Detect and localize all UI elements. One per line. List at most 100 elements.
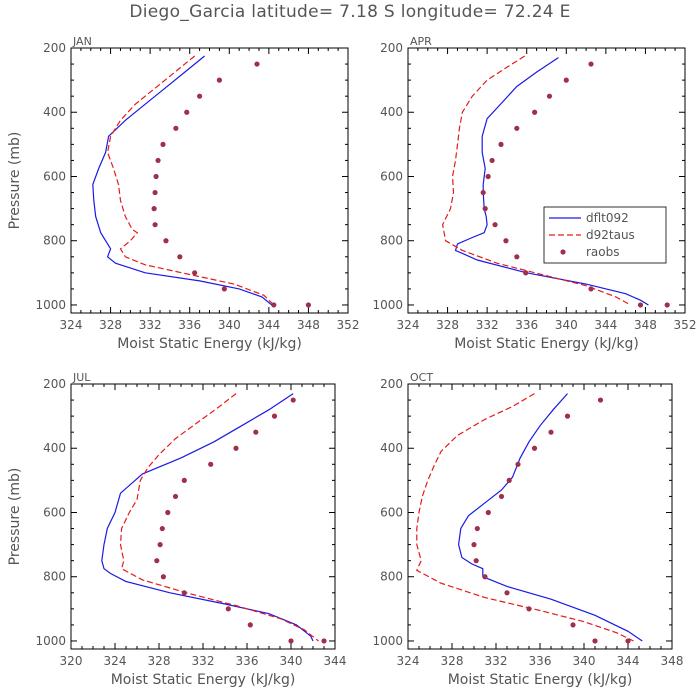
x-axis-label: Moist Static Energy (kJ/kg) — [117, 336, 302, 352]
series-raobs — [154, 397, 327, 644]
raobs-point — [152, 222, 158, 228]
x-tick-label: 344 — [324, 654, 347, 668]
raobs-point — [492, 222, 498, 228]
raobs-point — [290, 397, 296, 403]
raobs-point — [155, 157, 161, 164]
x-tick-label: 344 — [617, 654, 640, 668]
series-dflt092-line — [92, 55, 273, 306]
raobs-point — [160, 141, 166, 147]
raobs-point — [514, 125, 520, 131]
raobs-point — [523, 270, 529, 276]
series-dflt092-line — [457, 393, 643, 642]
y-tick-label: 600 — [380, 505, 403, 519]
panel-title: JAN — [72, 35, 92, 48]
series-d92taus-line — [441, 55, 631, 306]
plot-data — [101, 393, 327, 644]
x-tick-label: 328 — [436, 318, 459, 332]
series-d92taus-line — [106, 55, 275, 306]
raobs-point — [208, 461, 214, 467]
raobs-point — [216, 77, 222, 83]
raobs-point — [221, 286, 227, 292]
x-tick-label: 336 — [529, 654, 552, 668]
raobs-point — [253, 429, 259, 435]
raobs-point — [184, 109, 190, 115]
y-tick-label: 1000 — [372, 634, 403, 648]
raobs-point — [197, 93, 203, 99]
raobs-point — [514, 254, 520, 260]
x-axis-label: Moist Static Energy (kJ/kg) — [454, 336, 639, 352]
x-tick-label: 332 — [476, 318, 499, 332]
raobs-point — [637, 302, 644, 308]
y-tick-label: 400 — [43, 105, 66, 119]
raobs-point — [181, 590, 187, 596]
x-tick-label: 348 — [661, 654, 684, 668]
panel-jan: 324 328 332 336 340 344 348 352 200 400 600 800 1000… — [7, 35, 359, 352]
x-tick-label: 328 — [99, 318, 122, 332]
raobs-point — [474, 525, 480, 532]
figure-title: Diego_Garcia latitude= 7.18 S longitude=… — [129, 2, 571, 22]
y-tick-label: 200 — [43, 377, 66, 391]
y-tick-label: 600 — [43, 505, 66, 519]
raobs-point — [225, 606, 231, 612]
plot-frame — [407, 383, 673, 650]
plot-frame — [70, 383, 336, 650]
raobs-point — [271, 302, 277, 308]
plot-data — [416, 393, 643, 644]
raobs-point — [181, 477, 187, 483]
raobs-point — [515, 461, 521, 467]
raobs-point — [480, 189, 486, 196]
raobs-point — [151, 206, 157, 212]
x-tick-label: 344 — [594, 318, 617, 332]
raobs-point — [192, 270, 198, 276]
series-d92taus-line — [416, 393, 634, 642]
raobs-point — [563, 77, 569, 83]
x-tick-label: 320 — [60, 654, 83, 668]
x-tick-label: 324 — [104, 654, 127, 668]
panel-title: APR — [410, 35, 432, 48]
legend-marker-raobs — [560, 249, 566, 255]
y-tick-label: 400 — [43, 441, 66, 455]
raobs-point — [173, 125, 179, 131]
y-tick-label: 200 — [380, 377, 403, 391]
panel-jul: 320 324 328 332 336 340 344 200 400 600 800 1000 JUL… — [7, 371, 346, 688]
x-axis-label: Moist Static Energy (kJ/kg) — [448, 672, 633, 688]
legend-label-dflt092: dflt092 — [586, 211, 629, 225]
raobs-point — [321, 638, 327, 644]
panel-oct: 324 328 332 336 340 344 348 200 400 600 800 1000 OCT… — [372, 371, 683, 688]
y-tick-label: 800 — [380, 570, 403, 584]
raobs-point — [546, 93, 553, 99]
x-tick-label: 352 — [337, 318, 360, 332]
raobs-point — [503, 238, 509, 244]
raobs-point — [233, 445, 239, 451]
x-tick-label: 324 — [60, 318, 83, 332]
y-tick-label: 400 — [380, 441, 403, 455]
raobs-point — [504, 590, 510, 596]
x-tick-label: 336 — [236, 654, 259, 668]
x-tick-label: 340 — [573, 654, 596, 668]
raobs-point — [564, 413, 571, 419]
x-tick-label: 332 — [485, 654, 508, 668]
raobs-point — [247, 622, 253, 628]
raobs-point — [592, 638, 598, 644]
raobs-point — [548, 429, 554, 435]
x-tick-label: 348 — [634, 318, 657, 332]
panel-title: OCT — [410, 371, 433, 384]
raobs-point — [482, 206, 488, 212]
raobs-point — [570, 622, 576, 628]
raobs-point — [271, 413, 278, 419]
y-tick-label: 1000 — [35, 634, 66, 648]
y-tick-label: 800 — [43, 570, 66, 584]
raobs-point — [597, 397, 604, 403]
raobs-point — [152, 189, 158, 196]
x-axis-label: Moist Static Energy (kJ/kg) — [111, 672, 296, 688]
y-tick-label: 1000 — [35, 298, 66, 312]
raobs-point — [305, 302, 312, 308]
x-tick-label: 336 — [515, 318, 538, 332]
x-tick-label: 340 — [218, 318, 241, 332]
legend: dflt092 d92taus raobs — [543, 206, 667, 264]
raobs-point — [664, 302, 670, 308]
raobs-point — [498, 493, 505, 500]
raobs-point — [588, 61, 594, 67]
x-tick-label: 352 — [674, 318, 697, 332]
